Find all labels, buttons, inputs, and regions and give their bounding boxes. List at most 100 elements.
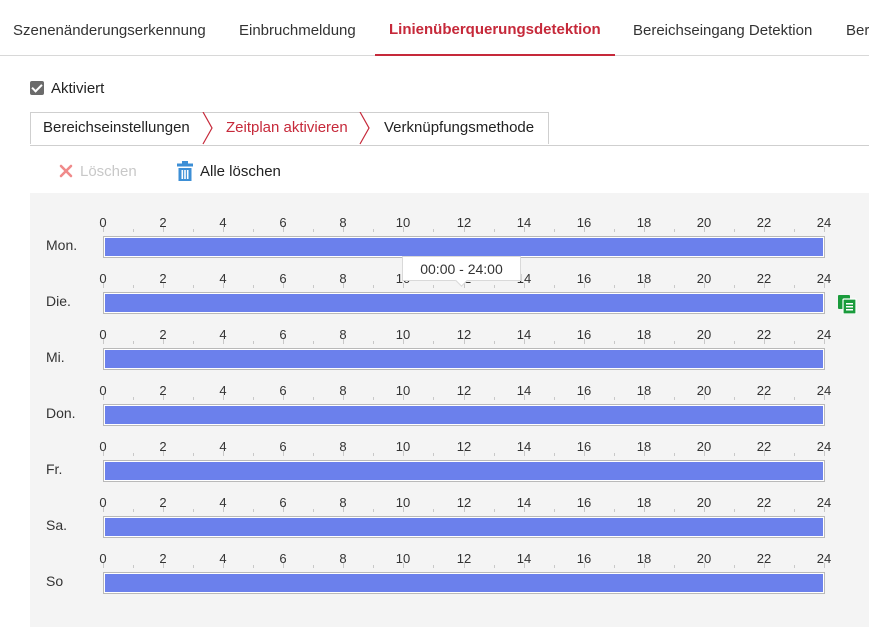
schedule-segment[interactable] (105, 350, 823, 368)
hour-label: 20 (696, 383, 712, 398)
hour-tick (253, 285, 254, 288)
hour-label: 12 (456, 495, 472, 510)
hour-label: 10 (395, 215, 411, 230)
schedule-segment[interactable] (105, 462, 823, 480)
hour-tick (794, 285, 795, 288)
hour-label: 20 (696, 551, 712, 566)
schedule-bar[interactable] (103, 516, 825, 538)
hour-label: 2 (159, 215, 167, 230)
hour-tick (824, 339, 825, 344)
hour-label: 6 (279, 215, 287, 230)
hour-label: 24 (816, 327, 832, 342)
hour-tick (494, 565, 495, 568)
hour-tick (103, 227, 104, 232)
hour-label: 10 (395, 495, 411, 510)
hour-tick (764, 451, 765, 456)
day-label: Mi. (46, 349, 65, 365)
hour-label: 22 (756, 439, 772, 454)
copy-icon[interactable] (837, 294, 857, 314)
hour-label: 4 (219, 495, 227, 510)
hour-label: 18 (636, 271, 652, 286)
schedule-segment[interactable] (105, 518, 823, 536)
sub-tab-frame (30, 112, 549, 144)
hour-label: 12 (456, 439, 472, 454)
tab-linkage-method[interactable]: Verknüpfungsmethode (384, 119, 535, 136)
hour-label: 8 (339, 383, 347, 398)
hour-label: 4 (219, 439, 227, 454)
hour-label: 6 (279, 439, 287, 454)
day-label: Don. (46, 405, 76, 421)
hour-tick (253, 453, 254, 456)
hour-tick (764, 283, 765, 288)
hour-tick (764, 339, 765, 344)
hour-tick (464, 283, 465, 288)
hour-label: 16 (576, 551, 592, 566)
hour-tick (794, 565, 795, 568)
tab-area-settings[interactable]: Bereichseinstellungen (43, 119, 190, 136)
schedule-segment[interactable] (105, 238, 823, 256)
delete-button[interactable]: Löschen (58, 160, 137, 182)
tab-scene-change-detection[interactable]: Szenenänderungserkennung (13, 22, 206, 39)
schedule-bar[interactable] (103, 460, 825, 482)
enable-checkbox[interactable] (30, 81, 44, 95)
hour-tick (343, 227, 344, 232)
schedule-segment[interactable] (105, 294, 823, 312)
tab-region-exit-detection[interactable]: Ber (846, 22, 869, 39)
hour-tick (584, 507, 585, 512)
day-label: So (46, 573, 64, 589)
hour-tick (674, 341, 675, 344)
hour-tick (163, 227, 164, 232)
tab-line-crossing-detection[interactable]: Linienüberquerungsdetektion (375, 0, 615, 56)
schedule-bar[interactable] (103, 348, 825, 370)
hour-tick (614, 285, 615, 288)
schedule-segment[interactable] (105, 406, 823, 424)
tab-intrusion-detection[interactable]: Einbruchmeldung (239, 22, 356, 39)
hour-tick (674, 397, 675, 400)
hour-tick (554, 229, 555, 232)
schedule-segment[interactable] (105, 574, 823, 592)
hour-label: 0 (99, 327, 107, 342)
schedule-bar[interactable] (103, 292, 825, 314)
hour-tick (373, 341, 374, 344)
schedule-row: So 0 2 4 6 8 10 12 14 16 18 20 22 24 (30, 529, 869, 594)
hour-label: 4 (219, 271, 227, 286)
hour-label: 4 (219, 551, 227, 566)
hour-tick (343, 451, 344, 456)
hour-label: 8 (339, 327, 347, 342)
delete-all-button[interactable]: Alle löschen (176, 160, 281, 182)
tab-region-entrance-detection[interactable]: Bereichseingang Detektion (633, 22, 813, 39)
tab-arming-schedule[interactable]: Zeitplan aktivieren (226, 119, 348, 136)
hour-label: 10 (395, 551, 411, 566)
hour-tick (193, 229, 194, 232)
hour-tick (373, 285, 374, 288)
hour-tick (223, 227, 224, 232)
hour-tick (283, 339, 284, 344)
hour-tick (223, 451, 224, 456)
hour-tick (614, 509, 615, 512)
hour-label: 2 (159, 327, 167, 342)
hour-tick (734, 285, 735, 288)
hour-tick (464, 227, 465, 232)
hour-tick (133, 285, 134, 288)
schedule-bar[interactable] (103, 236, 825, 258)
hour-tick (103, 563, 104, 568)
schedule-bar[interactable] (103, 572, 825, 594)
hour-tick (313, 509, 314, 512)
schedule-bar[interactable] (103, 404, 825, 426)
hour-tick (524, 339, 525, 344)
hour-tick (494, 453, 495, 456)
hour-tick (644, 563, 645, 568)
hour-label: 16 (576, 215, 592, 230)
hour-label: 12 (456, 383, 472, 398)
hour-label: 22 (756, 215, 772, 230)
hour-tick (524, 507, 525, 512)
hour-tick (464, 339, 465, 344)
hour-tick (764, 227, 765, 232)
hour-tick (464, 395, 465, 400)
hour-tick (373, 397, 374, 400)
hour-tick (644, 227, 645, 232)
hour-label: 2 (159, 495, 167, 510)
hour-tick (163, 563, 164, 568)
